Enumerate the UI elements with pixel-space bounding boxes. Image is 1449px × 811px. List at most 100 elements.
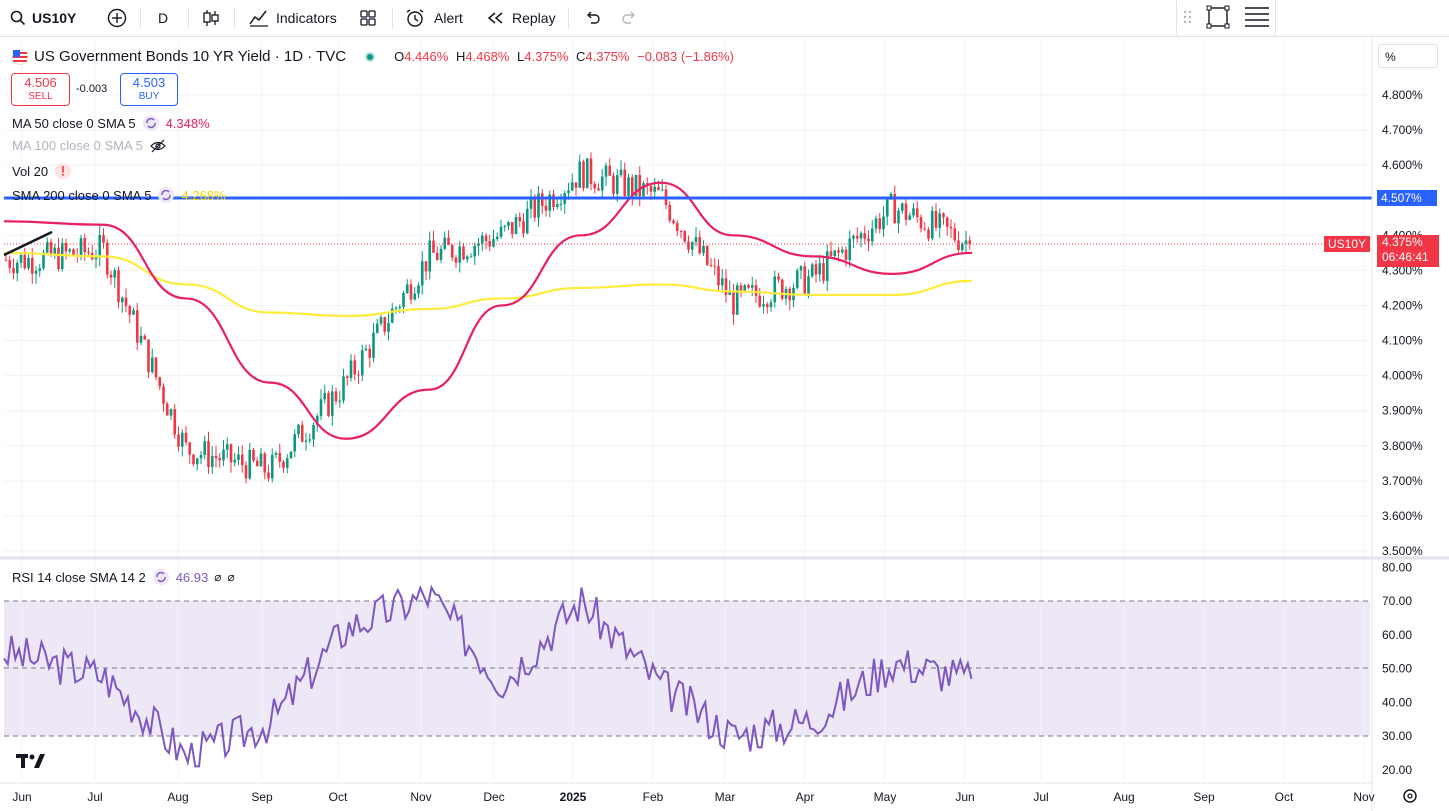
price-unit-button[interactable]: %	[1378, 44, 1438, 68]
candle-body	[45, 242, 49, 253]
indicators-button[interactable]: Indicators	[248, 0, 337, 36]
candle-body	[938, 213, 942, 228]
candle-body	[957, 240, 960, 250]
rectangle-tool-icon[interactable]	[1206, 5, 1230, 29]
candle-body	[518, 217, 522, 222]
candle-body	[192, 454, 195, 465]
volume-legend[interactable]: Vol 20	[12, 162, 72, 180]
replay-button[interactable]: Replay	[486, 0, 556, 36]
hlines-tool-icon[interactable]	[1245, 7, 1269, 27]
candle-body	[934, 210, 938, 228]
candle-body	[105, 242, 109, 275]
rsi-legend[interactable]: RSI 14 close SMA 14 2 46.93 ⌀ ⌀	[12, 568, 235, 586]
candle-body	[199, 454, 203, 459]
sma200-label: SMA 200 close 0 SMA 5	[12, 187, 152, 203]
candle-body	[694, 237, 698, 243]
candles-icon	[203, 10, 219, 26]
candle-body	[360, 350, 364, 376]
drawing-float-toolbar	[1176, 0, 1276, 37]
candle-body	[544, 205, 548, 211]
symbol-search[interactable]: US10Y	[10, 0, 76, 36]
candle-body	[218, 458, 222, 461]
candle-body	[42, 252, 45, 269]
rsi-axis[interactable]: 80.00 70.00 60.00 50.00 40.00 30.00 20.00	[1382, 560, 1412, 777]
candle-body	[248, 449, 252, 479]
divider	[140, 8, 141, 28]
price-axis[interactable]: 4.800%4.700%4.600%4.400%4.300%4.200%4.10…	[1382, 88, 1423, 558]
candle-body	[195, 458, 199, 465]
candle-body	[525, 208, 529, 234]
alert-button[interactable]: Alert	[404, 0, 463, 36]
close-label: C	[576, 49, 586, 64]
price-tick-label: 3.600%	[1382, 509, 1423, 523]
candle-body	[72, 249, 75, 256]
redo-button[interactable]	[620, 0, 638, 36]
interval-button[interactable]: D	[158, 0, 168, 36]
candle-body	[267, 472, 270, 479]
candle-body	[945, 217, 949, 227]
candle-body	[619, 169, 623, 176]
candle-body	[597, 188, 600, 191]
candle-body	[349, 360, 353, 379]
candle-body	[600, 176, 604, 191]
undo-icon	[587, 11, 600, 24]
settings-gear-icon[interactable]	[1403, 789, 1417, 803]
compare-button[interactable]	[106, 0, 128, 36]
warning-icon[interactable]	[54, 162, 72, 180]
candle-body	[293, 434, 297, 452]
candle-body	[859, 233, 863, 239]
candle-body	[368, 348, 372, 358]
tradingview-logo[interactable]	[16, 754, 45, 768]
candle-body	[477, 243, 480, 246]
candle-body	[278, 452, 282, 462]
ma50-legend[interactable]: MA 50 close 0 SMA 5 4.348%	[12, 114, 210, 132]
sma200-legend[interactable]: SMA 200 close 0 SMA 5 4.268%	[12, 186, 226, 204]
symbol-title[interactable]: US Government Bonds 10 YR Yield · 1D · T…	[34, 48, 347, 65]
candle-body	[803, 266, 807, 294]
candle-body	[289, 451, 293, 459]
candle-body	[23, 254, 27, 269]
candle-body	[323, 393, 327, 400]
candle-body	[855, 235, 859, 239]
candle-body	[357, 374, 360, 376]
candle-body	[402, 292, 405, 307]
candle-body	[240, 454, 244, 466]
undo-button[interactable]	[584, 0, 602, 36]
candle-body	[807, 276, 810, 294]
layouts-button[interactable]	[358, 0, 378, 36]
candle-body	[488, 241, 492, 247]
ma100-legend[interactable]: MA 100 close 0 SMA 5	[12, 138, 167, 153]
price-tick-label: 4.800%	[1382, 88, 1423, 102]
candle-body	[304, 440, 308, 442]
candle-body	[330, 391, 334, 416]
buy-button[interactable]: 4.503 BUY	[120, 73, 178, 106]
time-tick-label: Apr	[796, 790, 815, 804]
chart-type-button[interactable]	[201, 0, 221, 36]
trend-line[interactable]	[3, 230, 53, 257]
candle-body	[912, 208, 915, 216]
candle-body	[732, 290, 735, 315]
time-tick-label: Aug	[167, 790, 188, 804]
time-axis[interactable]: Jun Jul Aug Sep Oct Nov Dec 2025 Feb Mar Apr May Jun…	[12, 790, 1374, 804]
divider	[392, 8, 393, 28]
candles	[4, 152, 972, 484]
candle-body	[522, 221, 525, 234]
eye-hidden-icon[interactable]	[149, 139, 167, 153]
candle-body	[297, 424, 300, 435]
market-open-dot	[365, 51, 376, 62]
candle-body	[184, 432, 188, 443]
candle-body	[379, 317, 383, 324]
candle-body	[585, 158, 589, 189]
candle-body	[758, 295, 762, 307]
candle-body	[12, 267, 15, 274]
drag-handle-icon[interactable]	[1183, 10, 1192, 24]
candle-body	[432, 240, 435, 253]
candle-body	[679, 230, 683, 232]
candle-body	[769, 302, 773, 308]
candle-body	[908, 215, 912, 220]
candle-body	[319, 399, 323, 417]
candle-body	[327, 393, 330, 416]
sell-button[interactable]: 4.506 SELL	[11, 73, 70, 106]
open-value: 4.446%	[404, 49, 449, 64]
